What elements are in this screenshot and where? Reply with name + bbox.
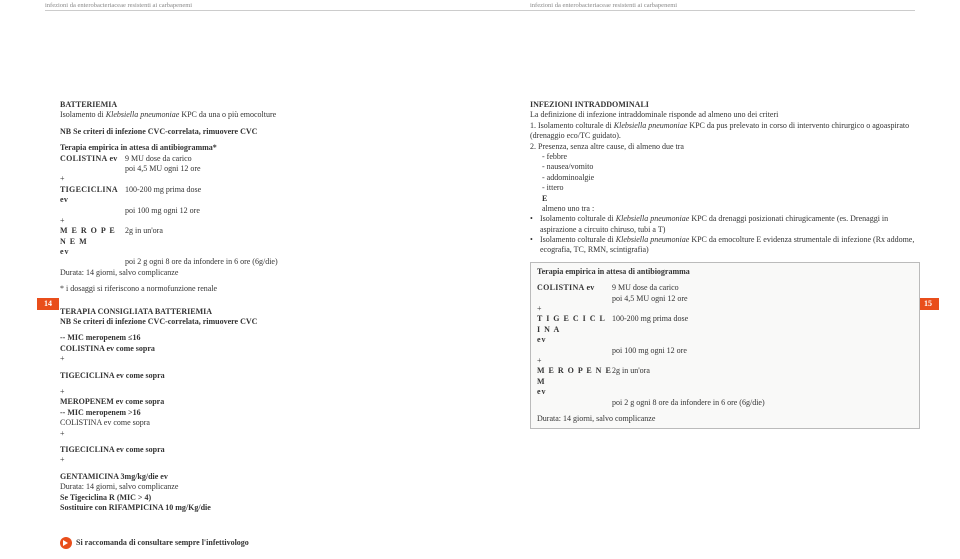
plus: +	[60, 387, 460, 397]
drug-value2: poi 100 mg ogni 12 ore	[125, 206, 460, 216]
plus: +	[60, 455, 460, 465]
empirical-heading: Terapia empirica in attesa di antibiogra…	[537, 267, 913, 277]
at-least-one: almeno uno tra :	[530, 204, 920, 214]
drug-row: COLISTINA ev 9 MU dose da carico	[60, 154, 460, 164]
bullet-item: •Isolamento colturale di Klebsiella pneu…	[530, 235, 920, 256]
drug-value2: poi 2 g ogni 8 ore da infondere in 6 ore…	[612, 398, 913, 408]
drug-row: M E R O P E N E Mev 2g in un'ora	[60, 226, 460, 257]
drug-label: COLISTINA ev	[60, 154, 125, 164]
drug-label: M E R O P E N E Mev	[60, 226, 125, 257]
header-rule	[45, 10, 915, 11]
mic-threshold2: -- MIC meropenem >16	[60, 408, 460, 418]
drug-row: TIGECICLINA ev 100-200 mg prima dose	[60, 185, 460, 206]
drug-line: TIGECICLINA ev come sopra	[60, 371, 460, 381]
duration2: Durata: 14 giorni, salvo complicanze	[60, 482, 460, 492]
drug-value2: poi 4,5 MU ogni 12 ore	[612, 294, 913, 304]
symptom: - febbre	[530, 152, 920, 162]
definition: La definizione di infezione intraddomina…	[530, 110, 920, 120]
isolation-text: Isolamento di Klebsiella pneumoniae KPC …	[60, 110, 460, 120]
symptom: - nausea/vomito	[530, 162, 920, 172]
drug-value: 100-200 mg prima dose	[612, 314, 913, 345]
nb-text2: NB Se criteri di infezione CVC-correlata…	[60, 317, 460, 327]
drug-line: COLISTINA ev come sopra	[60, 418, 460, 428]
left-column: BATTERIEMIA Isolamento di Klebsiella pne…	[60, 100, 460, 513]
drug-label: M E R O P E N E Mev	[537, 366, 612, 397]
substitute: Sostituire con RIFAMPICINA 10 mg/Kg/die	[60, 503, 460, 513]
symptom: - ittero	[530, 183, 920, 193]
drug-row: COLISTINA ev 9 MU dose da carico	[537, 283, 913, 293]
duration: Durata: 14 giorni, salvo complicanze	[60, 268, 460, 278]
drug-value: 100-200 mg prima dose	[125, 185, 460, 206]
drug-value: 9 MU dose da carico	[125, 154, 460, 164]
symptom: - addominoalgie	[530, 173, 920, 183]
plus: +	[537, 304, 913, 314]
drug-value: 2g in un'ora	[125, 226, 460, 257]
drug-row: M E R O P E N E Mev 2g in un'ora	[537, 366, 913, 397]
drug-value2: poi 2 g ogni 8 ore da infondere in 6 ore…	[125, 257, 460, 267]
drug-value2: poi 4,5 MU ogni 12 ore	[125, 164, 460, 174]
gentamicin-line: GENTAMICINA 3mg/kg/die ev	[60, 472, 460, 482]
mic-threshold: -- MIC meropenem ≤16	[60, 333, 460, 343]
criterion1: 1. Isolamento colturale di Klebsiella pn…	[530, 121, 920, 142]
drug-line: COLISTINA ev come sopra	[60, 344, 460, 354]
drug-value: 2g in un'ora	[612, 366, 913, 397]
empirical-heading: Terapia empirica in attesa di antibiogra…	[60, 143, 460, 153]
footer-text: Si raccomanda di consultare sempre l'inf…	[76, 538, 249, 548]
plus: +	[60, 216, 460, 226]
page-number-left: 14	[37, 298, 59, 310]
plus: +	[60, 354, 460, 364]
if-tigecycline: Se Tigeciclina R (MIC > 4)	[60, 493, 460, 503]
therapy-box: Terapia empirica in attesa di antibiogra…	[530, 262, 920, 429]
bullet-item: •Isolamento colturale di Klebsiella pneu…	[530, 214, 920, 235]
plus: +	[537, 356, 913, 366]
therapy-heading: TERAPIA CONSIGLIATA BATTERIEMIA	[60, 307, 460, 317]
page-number-right: 15	[917, 298, 939, 310]
section-title: INFEZIONI INTRADDOMINALI	[530, 100, 920, 110]
section-title: BATTERIEMIA	[60, 100, 460, 110]
right-column: INFEZIONI INTRADDOMINALI La definizione …	[530, 100, 920, 429]
drug-line: MEROPENEM ev come sopra	[60, 397, 460, 407]
plus: +	[60, 174, 460, 184]
drug-label: COLISTINA ev	[537, 283, 612, 293]
arrow-icon	[60, 537, 72, 549]
nb-text: NB Se criteri di infezione CVC-correlata…	[60, 127, 460, 137]
drug-line: TIGECICLINA ev come sopra	[60, 445, 460, 455]
drug-row: T I G E C I C L I N Aev 100-200 mg prima…	[537, 314, 913, 345]
footnote: * i dosaggi si riferiscono a normofunzio…	[60, 284, 460, 294]
and-label: E	[530, 194, 920, 204]
plus: +	[60, 429, 460, 439]
drug-value2: poi 100 mg ogni 12 ore	[612, 346, 913, 356]
drug-label: TIGECICLINA ev	[60, 185, 125, 206]
footer-note: Si raccomanda di consultare sempre l'inf…	[60, 537, 249, 549]
drug-label: T I G E C I C L I N Aev	[537, 314, 612, 345]
criterion2: 2. Presenza, senza altre cause, di almen…	[530, 142, 920, 152]
drug-value: 9 MU dose da carico	[612, 283, 913, 293]
duration: Durata: 14 giorni, salvo complicanze	[537, 414, 913, 424]
